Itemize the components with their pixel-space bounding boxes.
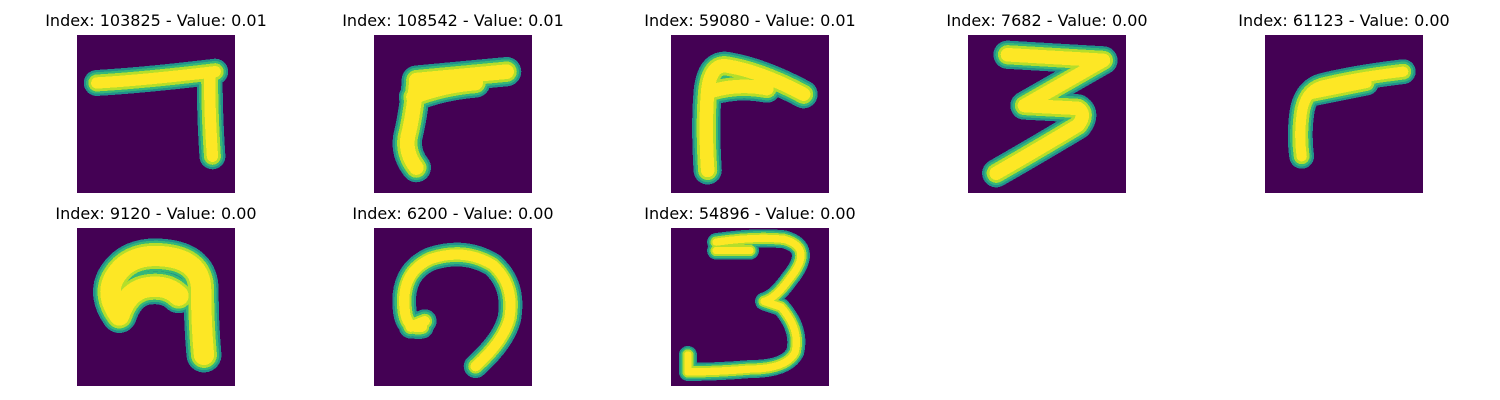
digit-image — [374, 35, 532, 193]
digit-image — [374, 228, 532, 386]
digit-panel-2: Index: 108542 - Value: 0.01 — [323, 11, 583, 193]
panel-title: Index: 108542 - Value: 0.01 — [342, 11, 564, 30]
digit-stroke — [93, 238, 222, 373]
digit-stroke — [982, 40, 1118, 188]
panel-title: Index: 59080 - Value: 0.01 — [644, 11, 856, 30]
digit-stroke — [392, 242, 523, 379]
digit-stroke — [692, 51, 818, 185]
digit-stroke — [392, 57, 522, 183]
digit-image — [671, 35, 829, 193]
digit-panel-1: Index: 103825 - Value: 0.01 — [26, 11, 286, 193]
digit-stroke — [1287, 59, 1416, 169]
digit-panel-6: Index: 9120 - Value: 0.00 — [26, 204, 286, 386]
digit-image — [77, 35, 235, 193]
digit-image — [968, 35, 1126, 193]
panel-title: Index: 7682 - Value: 0.00 — [946, 11, 1148, 30]
panel-title: Index: 6200 - Value: 0.00 — [352, 204, 554, 223]
digit-panel-7: Index: 6200 - Value: 0.00 — [323, 204, 583, 386]
panel-title: Index: 54896 - Value: 0.00 — [644, 204, 856, 223]
panel-title: Index: 103825 - Value: 0.01 — [45, 11, 267, 30]
digit-image — [77, 228, 235, 386]
panel-title: Index: 9120 - Value: 0.00 — [55, 204, 257, 223]
digit-panel-3: Index: 59080 - Value: 0.01 — [620, 11, 880, 193]
panel-title: Index: 61123 - Value: 0.00 — [1238, 11, 1450, 30]
digit-stroke — [83, 58, 229, 170]
digit-panel-4: Index: 7682 - Value: 0.00 — [917, 11, 1177, 193]
digit-image — [671, 228, 829, 386]
digit-image — [1265, 35, 1423, 193]
image-background — [1265, 35, 1423, 193]
digit-stroke — [678, 229, 810, 381]
digit-panel-5: Index: 61123 - Value: 0.00 — [1214, 11, 1474, 193]
digit-panel-8: Index: 54896 - Value: 0.00 — [620, 204, 880, 386]
